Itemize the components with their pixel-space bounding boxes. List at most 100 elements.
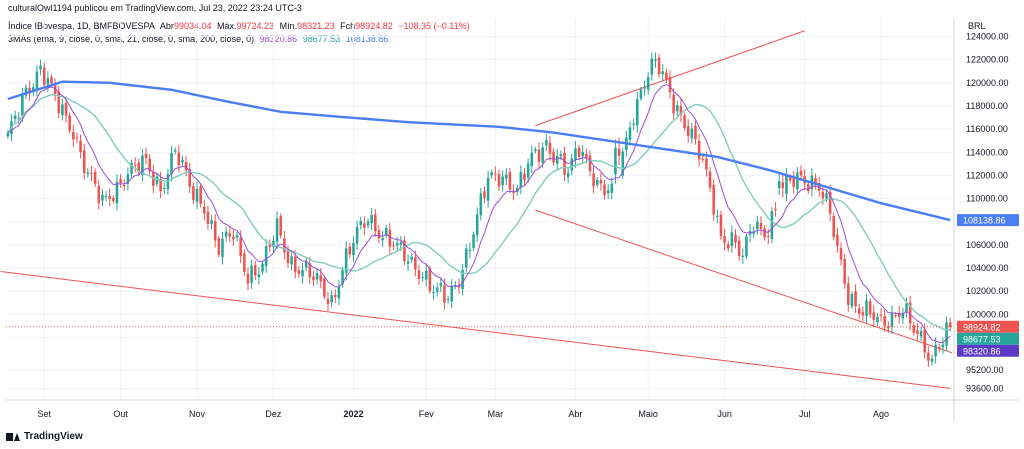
candle-body xyxy=(588,155,592,172)
candle xyxy=(406,254,410,272)
candle-body xyxy=(523,173,526,181)
candle-body xyxy=(439,283,443,287)
candle xyxy=(344,241,348,281)
y-tick-label: 104000.00 xyxy=(966,263,1009,273)
candle-body xyxy=(450,286,453,302)
candle-body xyxy=(799,170,803,176)
candle xyxy=(232,229,235,246)
candle-body xyxy=(595,179,599,185)
candle xyxy=(719,210,723,241)
candle xyxy=(257,266,261,285)
candle xyxy=(650,52,654,81)
candle xyxy=(508,168,512,194)
candle-body xyxy=(781,182,785,189)
candle-body xyxy=(545,140,548,146)
candle xyxy=(53,78,57,102)
candle xyxy=(297,266,301,278)
candle xyxy=(326,291,330,311)
candle xyxy=(24,84,28,99)
candle-body xyxy=(712,185,715,215)
candle-body xyxy=(737,240,741,257)
candle-body xyxy=(763,228,766,238)
candle-body xyxy=(377,230,381,239)
y-tick-label: 112000.00 xyxy=(966,170,1008,180)
candle xyxy=(774,202,777,217)
candle-body xyxy=(807,184,810,192)
y-tick-label: 122000.00 xyxy=(966,55,1009,65)
candle-body xyxy=(170,152,173,175)
candle-body xyxy=(50,77,53,84)
candle xyxy=(381,230,384,248)
candle-body xyxy=(676,105,679,112)
candle-body xyxy=(494,173,497,175)
candle xyxy=(883,309,886,332)
candle xyxy=(577,144,581,160)
candle-body xyxy=(512,191,515,193)
candle-body xyxy=(108,195,111,200)
indicator-name[interactable]: 3MAs (ema, 9, close, 0, sma, 21, close, … xyxy=(8,34,255,44)
candle-body xyxy=(261,263,264,272)
candle-body xyxy=(486,177,490,201)
price-label-box xyxy=(957,320,1019,333)
y-tick-label: 116000.00 xyxy=(966,124,1008,134)
trend-line xyxy=(535,209,952,354)
candle-body xyxy=(363,223,366,228)
candle-body xyxy=(548,142,552,154)
candle-body xyxy=(646,77,650,90)
candle-body xyxy=(210,220,213,225)
candle xyxy=(548,135,552,161)
candle-body xyxy=(668,76,672,93)
candle xyxy=(490,169,494,179)
symbol-name[interactable]: Índice IBovespa, 1D, BMFBOVESPA xyxy=(8,21,155,31)
candle-body xyxy=(941,344,945,348)
candle xyxy=(865,293,868,323)
candle-body xyxy=(414,257,417,270)
candle-body xyxy=(148,158,151,172)
candle-body xyxy=(632,123,635,125)
candle-body xyxy=(195,188,199,202)
candle xyxy=(246,267,250,291)
candle-body xyxy=(923,329,926,353)
candle-body xyxy=(861,312,865,316)
candle xyxy=(537,142,541,169)
candle xyxy=(312,270,315,287)
candle-body xyxy=(570,158,574,171)
candle xyxy=(377,224,381,244)
candle-body xyxy=(774,208,777,211)
candle-body xyxy=(315,273,319,280)
y-tick-label: 95200.00 xyxy=(966,365,1004,375)
candle-body xyxy=(708,171,712,188)
candle xyxy=(112,195,115,204)
candle xyxy=(668,70,672,99)
candle-body xyxy=(217,238,221,255)
candle-body xyxy=(621,151,624,176)
x-tick-label: Nov xyxy=(189,409,206,419)
candle xyxy=(850,291,854,310)
candle xyxy=(82,143,86,180)
candle-body xyxy=(268,244,272,247)
candle-body xyxy=(654,59,657,61)
candle xyxy=(614,139,617,184)
candle xyxy=(777,171,781,196)
candle xyxy=(86,168,90,178)
candle xyxy=(792,171,796,194)
candle-body xyxy=(519,171,523,188)
candle xyxy=(479,188,483,221)
sma21-line xyxy=(7,94,951,331)
low-value: 98321.23 xyxy=(297,21,335,31)
candle-body xyxy=(916,330,919,335)
candle xyxy=(388,222,392,254)
candle-body xyxy=(479,193,483,216)
candle-body xyxy=(104,196,108,198)
candle xyxy=(210,215,213,230)
candle xyxy=(79,134,82,159)
candle xyxy=(334,289,337,303)
candle-body xyxy=(610,183,614,193)
candle-body xyxy=(199,186,202,205)
candle xyxy=(108,188,111,207)
candle xyxy=(716,209,719,224)
candle-body xyxy=(133,164,137,166)
x-tick-label: Out xyxy=(113,409,128,419)
sma200-value: 108138.86 xyxy=(345,34,389,44)
